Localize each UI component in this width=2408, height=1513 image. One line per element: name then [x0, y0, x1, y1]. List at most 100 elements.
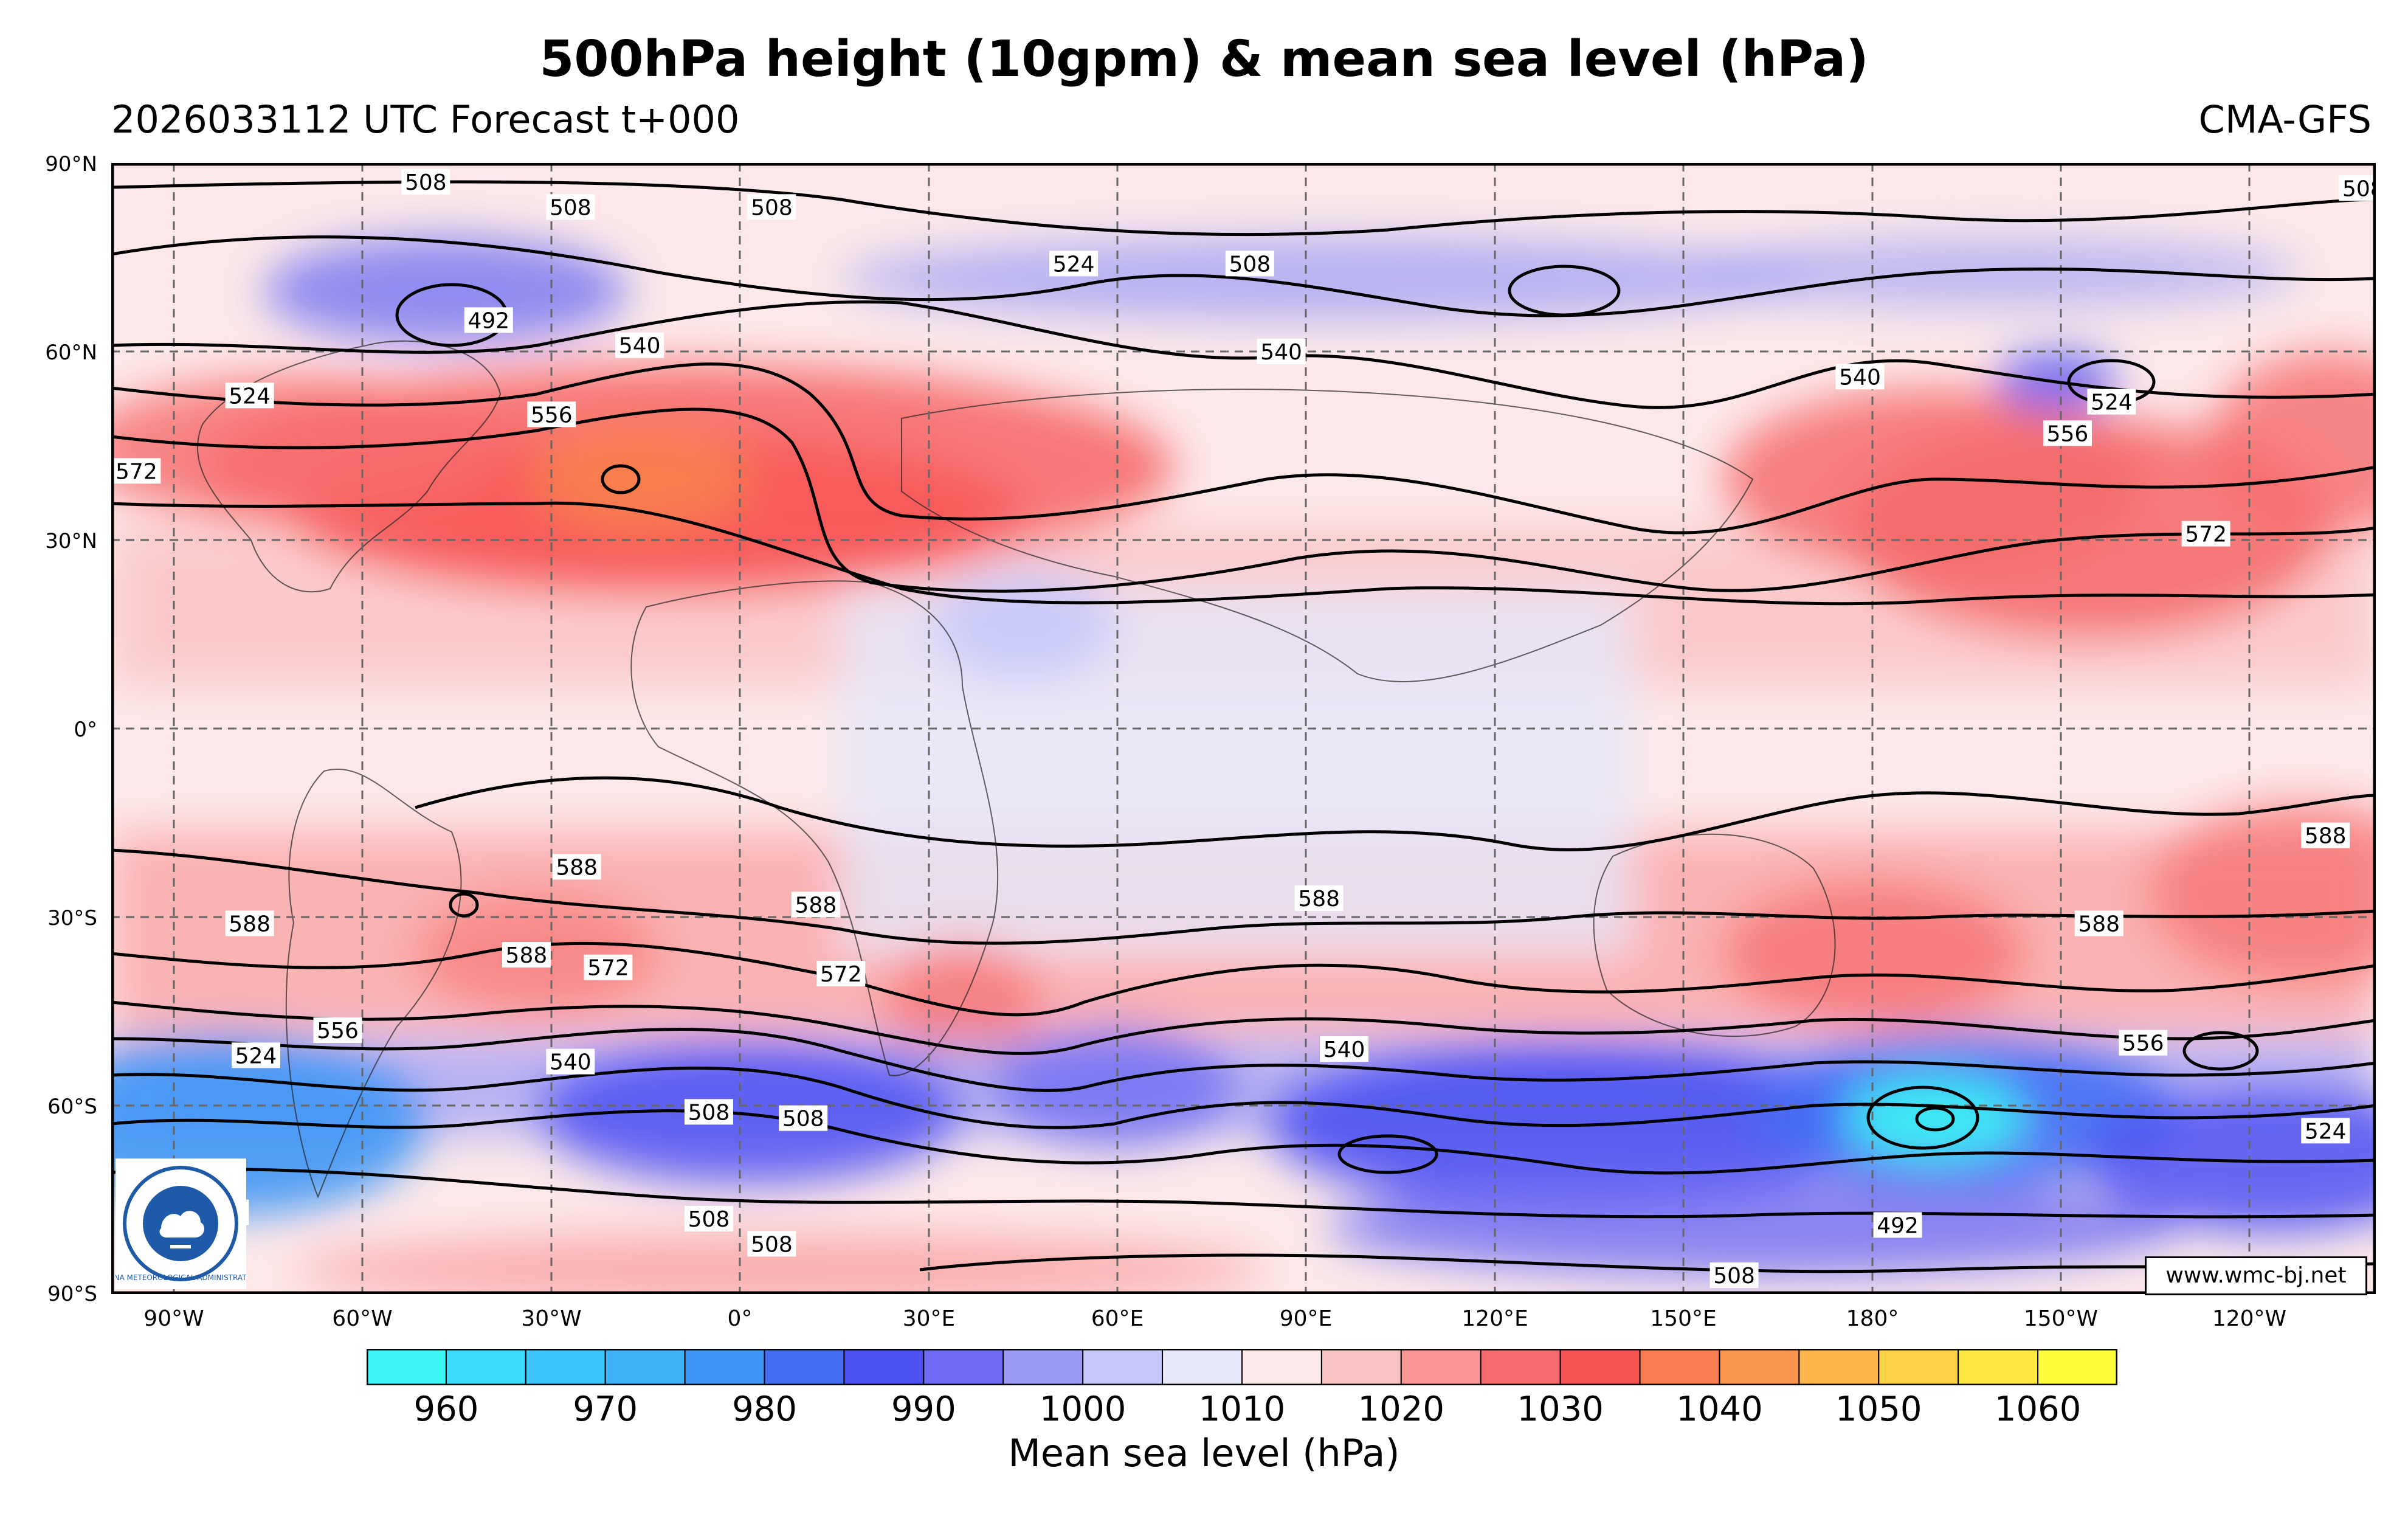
- colorbar-segment: [1719, 1349, 1800, 1385]
- model-name-label: CMA-GFS: [2198, 97, 2372, 142]
- colorbar-tick-label: 1020: [1358, 1390, 1445, 1429]
- contour-label-bg: [527, 401, 576, 428]
- contour-label: 572: [2185, 522, 2227, 547]
- lon-label-30e: 30°E: [902, 1306, 956, 1331]
- contour-label-bg: [1835, 364, 1885, 390]
- contour-label: 540: [1260, 340, 1302, 365]
- lon-label-180: 180°: [1846, 1306, 1899, 1331]
- map-frame: [111, 163, 2376, 1294]
- contour-label: 540: [619, 334, 661, 359]
- contour-label: 588: [795, 893, 837, 918]
- contour-label: 588: [506, 943, 548, 968]
- contour-label-bg: [747, 1231, 796, 1257]
- graticule: [111, 163, 2376, 1294]
- contour-label-bg: [816, 961, 866, 986]
- colorbar-segment: [1002, 1349, 1084, 1385]
- lon-label-60e: 60°E: [1091, 1306, 1144, 1331]
- lon-label-60w: 60°W: [332, 1306, 393, 1331]
- contour-label-bg: [401, 169, 450, 195]
- contour-label-bg: [552, 854, 601, 880]
- colorbar-tick-label: 990: [891, 1390, 956, 1429]
- lat-label-60n: 60°N: [45, 341, 97, 365]
- contour-label-bg: [313, 1017, 362, 1043]
- contour-label: 572: [116, 459, 157, 484]
- contour-label: 508: [1229, 252, 1271, 277]
- contour-label-bg: [2181, 521, 2230, 547]
- contour-label: 508: [782, 1107, 824, 1132]
- contour-label: 540: [1323, 1037, 1365, 1062]
- contour-label-bg: [2301, 1118, 2350, 1144]
- colorbar-segment: [1639, 1349, 1720, 1385]
- colorbar-tick-label: 1060: [1994, 1390, 2082, 1429]
- contour-label: 588: [1298, 887, 1340, 912]
- colorbar-segment: [525, 1349, 606, 1385]
- lon-label-30w: 30°W: [521, 1306, 582, 1331]
- contour-label-bg: [584, 954, 633, 980]
- lon-label-90w: 90°W: [143, 1306, 204, 1331]
- colorbar-title: Mean sea level (hPa): [1008, 1431, 1400, 1475]
- colorbar-segment: [1400, 1349, 1482, 1385]
- logo-text: CHINA METEOROLOGICAL ADMINISTRATION: [116, 1273, 246, 1282]
- contour-label: 588: [556, 855, 598, 880]
- contour-label: 508: [688, 1207, 730, 1232]
- contour-label: 508: [751, 1232, 793, 1257]
- contour-label: 588: [229, 912, 271, 937]
- contour-label: 556: [2047, 421, 2089, 446]
- lat-label-60s: 60°S: [47, 1095, 97, 1119]
- colorbar-segment: [684, 1349, 765, 1385]
- contour-label: 524: [2091, 390, 2133, 415]
- contour-label: 524: [235, 1044, 277, 1068]
- contour-label: 588: [2305, 824, 2347, 849]
- website-link[interactable]: www.wmc-bj.net: [2145, 1256, 2367, 1295]
- contour-label-bg: [1257, 339, 1306, 364]
- contour-label: 492: [467, 308, 509, 333]
- colorbar-tick-label: 960: [413, 1390, 479, 1429]
- contour-label: 540: [1839, 365, 1881, 390]
- chart-title: 500hPa height (10gpm) & mean sea level (…: [539, 30, 1869, 88]
- colorbar-segment: [923, 1349, 1004, 1385]
- contour-label-bg: [1225, 251, 1274, 277]
- colorbar-segment: [367, 1349, 447, 1385]
- contour-label: 508: [688, 1100, 730, 1125]
- lon-label-0: 0°: [727, 1306, 753, 1331]
- colorbar-tick-label: 1030: [1517, 1390, 1604, 1429]
- contour-label-bg: [615, 332, 664, 358]
- lon-label-150e: 150°E: [1650, 1306, 1717, 1331]
- colorbar-tick-label: 1000: [1039, 1390, 1126, 1429]
- lon-label-120w: 120°W: [2212, 1306, 2287, 1331]
- colorbar-tick-label: 1050: [1835, 1390, 1922, 1429]
- contour-label-bg: [502, 942, 551, 968]
- lat-label-30n: 30°N: [45, 529, 97, 553]
- contour-label-bg: [2087, 389, 2136, 415]
- colorbar-segment: [445, 1349, 526, 1385]
- colorbar-segment: [2037, 1349, 2117, 1385]
- colorbar-frame: [367, 1349, 2117, 1385]
- contour-label: 572: [820, 962, 862, 987]
- contour-label-bg: [684, 1206, 733, 1231]
- colorbar-segment: [1559, 1349, 1641, 1385]
- contour-label-bg: [1320, 1036, 1369, 1062]
- forecast-time-label: 2026033112 UTC Forecast t+000: [111, 97, 740, 142]
- lon-label-120e: 120°E: [1461, 1306, 1528, 1331]
- colorbar-tick-label: 1010: [1198, 1390, 1286, 1429]
- colorbar-segment: [843, 1349, 925, 1385]
- contour-label-bg: [546, 194, 595, 220]
- contour-label: 508: [550, 195, 592, 220]
- contour-label-bg: [2043, 420, 2092, 446]
- contour-label-bg: [1294, 885, 1344, 911]
- lat-label-30s: 30°S: [47, 906, 97, 930]
- contour-label-bg: [231, 1042, 280, 1068]
- contour-label-bg: [1873, 1212, 1922, 1238]
- contour-label: 572: [587, 956, 629, 981]
- contour-label: 524: [229, 384, 271, 409]
- contour-label-bg: [546, 1048, 595, 1075]
- contour-label-bg: [747, 194, 796, 220]
- contour-label: 508: [405, 170, 447, 195]
- contour-label-bg: [791, 892, 840, 918]
- lat-label-90n: 90°N: [45, 152, 97, 176]
- contour-label-bg: [2339, 175, 2376, 201]
- colorbar-tick-label: 980: [732, 1390, 797, 1429]
- cma-logo-icon: CHINA METEOROLOGICAL ADMINISTRATION: [116, 1158, 246, 1289]
- contour-label-bg: [225, 910, 274, 937]
